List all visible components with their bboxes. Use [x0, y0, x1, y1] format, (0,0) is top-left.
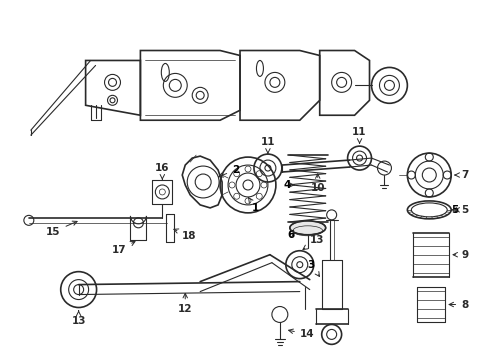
Text: 12: 12	[178, 293, 193, 315]
Text: 8: 8	[449, 300, 468, 310]
Text: 11: 11	[261, 137, 275, 153]
Text: 11: 11	[352, 127, 367, 143]
Text: 4: 4	[284, 180, 294, 190]
Text: 13: 13	[303, 235, 324, 249]
Text: 2: 2	[219, 165, 239, 177]
Text: 15: 15	[46, 221, 77, 237]
Text: 7: 7	[455, 170, 468, 180]
Text: 1: 1	[248, 198, 259, 213]
Text: 17: 17	[112, 242, 135, 255]
Text: 3: 3	[308, 260, 319, 276]
Text: 5: 5	[451, 205, 459, 215]
Text: 10: 10	[311, 174, 325, 193]
Text: 9: 9	[453, 250, 468, 260]
Text: 6: 6	[288, 230, 295, 240]
Text: 13: 13	[72, 311, 86, 327]
Text: 16: 16	[155, 163, 170, 179]
Ellipse shape	[290, 221, 326, 235]
Text: 14: 14	[289, 329, 315, 339]
Text: 5: 5	[455, 205, 468, 215]
Text: 18: 18	[174, 229, 197, 241]
